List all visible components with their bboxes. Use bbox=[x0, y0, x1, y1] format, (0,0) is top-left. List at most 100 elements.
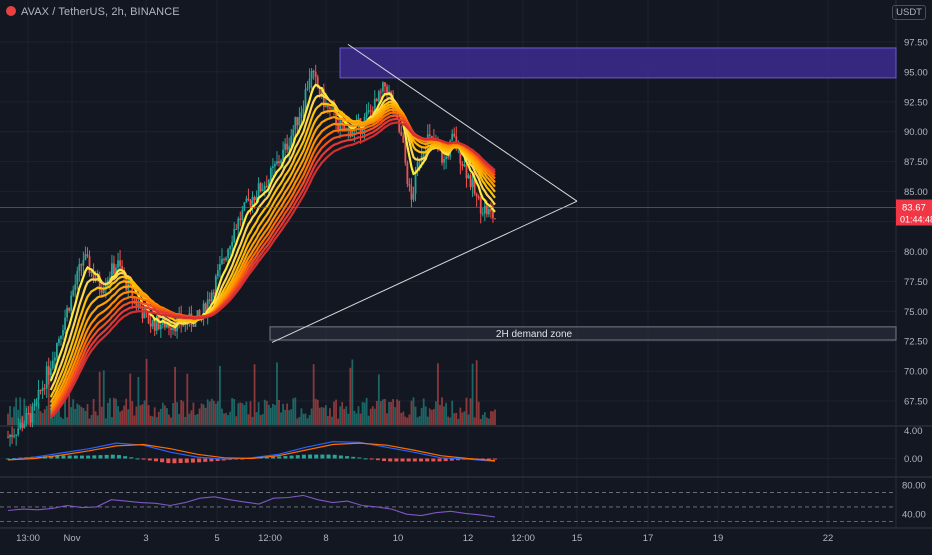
macd-hist-bar bbox=[388, 458, 393, 462]
macd-hist-bar bbox=[12, 458, 17, 460]
candle-body bbox=[416, 161, 419, 171]
volume-bar bbox=[310, 408, 313, 425]
candle-body bbox=[404, 142, 407, 163]
volume-bar bbox=[64, 398, 66, 425]
volume-bar bbox=[225, 412, 227, 425]
volume-bar bbox=[447, 416, 450, 425]
macd-hist-bar bbox=[160, 458, 165, 463]
candle-body bbox=[485, 205, 488, 215]
candle-body bbox=[41, 387, 44, 391]
candle-body bbox=[445, 156, 447, 159]
volume-bar bbox=[68, 372, 71, 425]
volume-bar bbox=[453, 413, 456, 425]
supply-zone[interactable] bbox=[339, 47, 897, 79]
volume-bar bbox=[200, 403, 203, 425]
macd-hist-bar bbox=[49, 455, 54, 459]
upper-trendline[interactable] bbox=[347, 43, 578, 202]
volume-bar bbox=[117, 406, 119, 425]
symbol-header[interactable]: AVAX / TetherUS, 2h, BINANCE bbox=[6, 6, 180, 18]
volume-bar bbox=[166, 408, 168, 425]
candle-body bbox=[461, 163, 464, 166]
candle-body bbox=[316, 77, 319, 88]
macd-hist-bar bbox=[135, 458, 140, 460]
candle-body bbox=[47, 366, 50, 375]
volume-bar bbox=[129, 373, 132, 425]
price-axis-label: 92.50 bbox=[904, 97, 928, 108]
volume-bar bbox=[363, 402, 366, 425]
time-axis-label: 5 bbox=[214, 533, 219, 544]
demand-zone[interactable] bbox=[269, 326, 897, 341]
candle-body bbox=[7, 436, 9, 438]
candle-body bbox=[396, 109, 399, 119]
candle-body bbox=[11, 434, 13, 437]
volume-bar bbox=[369, 408, 372, 425]
macd-hist-bar bbox=[215, 458, 220, 461]
volume-bar bbox=[259, 415, 262, 425]
lower-trendline[interactable] bbox=[271, 200, 578, 343]
candle-body bbox=[182, 325, 185, 327]
volume-bar bbox=[239, 402, 242, 425]
volume-bar bbox=[298, 416, 301, 425]
macd-hist-bar bbox=[277, 456, 282, 459]
candle-body bbox=[216, 270, 219, 277]
volume-bar bbox=[394, 407, 397, 425]
volume-bar bbox=[483, 412, 486, 425]
volume-bar bbox=[192, 402, 195, 425]
volume-bar bbox=[465, 397, 468, 425]
candle-body bbox=[35, 399, 38, 404]
volume-bar bbox=[82, 407, 85, 425]
candle-body bbox=[451, 133, 454, 141]
candle-body bbox=[418, 160, 421, 162]
macd-hist-bar bbox=[425, 458, 430, 462]
volume-bar bbox=[375, 400, 378, 425]
candle-body bbox=[102, 289, 105, 293]
candle-body bbox=[347, 127, 350, 129]
candle-body bbox=[172, 326, 174, 330]
candle-body bbox=[137, 304, 140, 306]
currency-badge[interactable]: USDT bbox=[892, 5, 926, 20]
candle-body bbox=[320, 88, 323, 95]
candle-body bbox=[487, 209, 490, 215]
volume-bar bbox=[357, 406, 360, 425]
candle-body bbox=[469, 175, 472, 188]
volume-bar bbox=[365, 397, 368, 425]
candle-body bbox=[288, 146, 291, 150]
volume-bar bbox=[475, 360, 478, 425]
volume-bar bbox=[284, 409, 287, 425]
macd-hist-bar bbox=[437, 458, 442, 462]
candle-body bbox=[318, 87, 321, 95]
candle-body bbox=[174, 326, 176, 332]
candle-body bbox=[76, 271, 79, 285]
volume-bar bbox=[290, 409, 293, 425]
candle-body bbox=[430, 135, 433, 139]
volume-bar bbox=[41, 413, 44, 425]
volume-bar bbox=[386, 413, 388, 425]
last-price-badge[interactable] bbox=[896, 199, 932, 226]
price-axis-label: 75.00 bbox=[904, 307, 928, 318]
volume-bar bbox=[13, 406, 16, 425]
macd-hist-bar bbox=[357, 457, 362, 459]
candle-body bbox=[68, 307, 71, 311]
candle-body bbox=[414, 170, 417, 194]
candle-body bbox=[88, 256, 91, 274]
volume-bar bbox=[404, 416, 407, 425]
volume-bar bbox=[441, 397, 443, 425]
candle-body bbox=[208, 299, 211, 302]
volume-bar bbox=[388, 401, 390, 425]
macd-hist-bar bbox=[326, 454, 331, 459]
volume-bar bbox=[251, 416, 254, 425]
candle-body bbox=[349, 127, 352, 137]
candle-body bbox=[379, 91, 382, 93]
last-price-value: 83.67 bbox=[902, 203, 926, 214]
candle-body bbox=[17, 428, 20, 435]
candle-body bbox=[66, 307, 68, 318]
volume-bar bbox=[216, 401, 219, 425]
volume-bar bbox=[327, 415, 329, 425]
candle-body bbox=[29, 413, 32, 423]
candle-body bbox=[471, 179, 474, 188]
volume-bar bbox=[424, 406, 427, 425]
macd-hist-bar bbox=[92, 455, 97, 459]
volume-bar bbox=[90, 414, 93, 425]
